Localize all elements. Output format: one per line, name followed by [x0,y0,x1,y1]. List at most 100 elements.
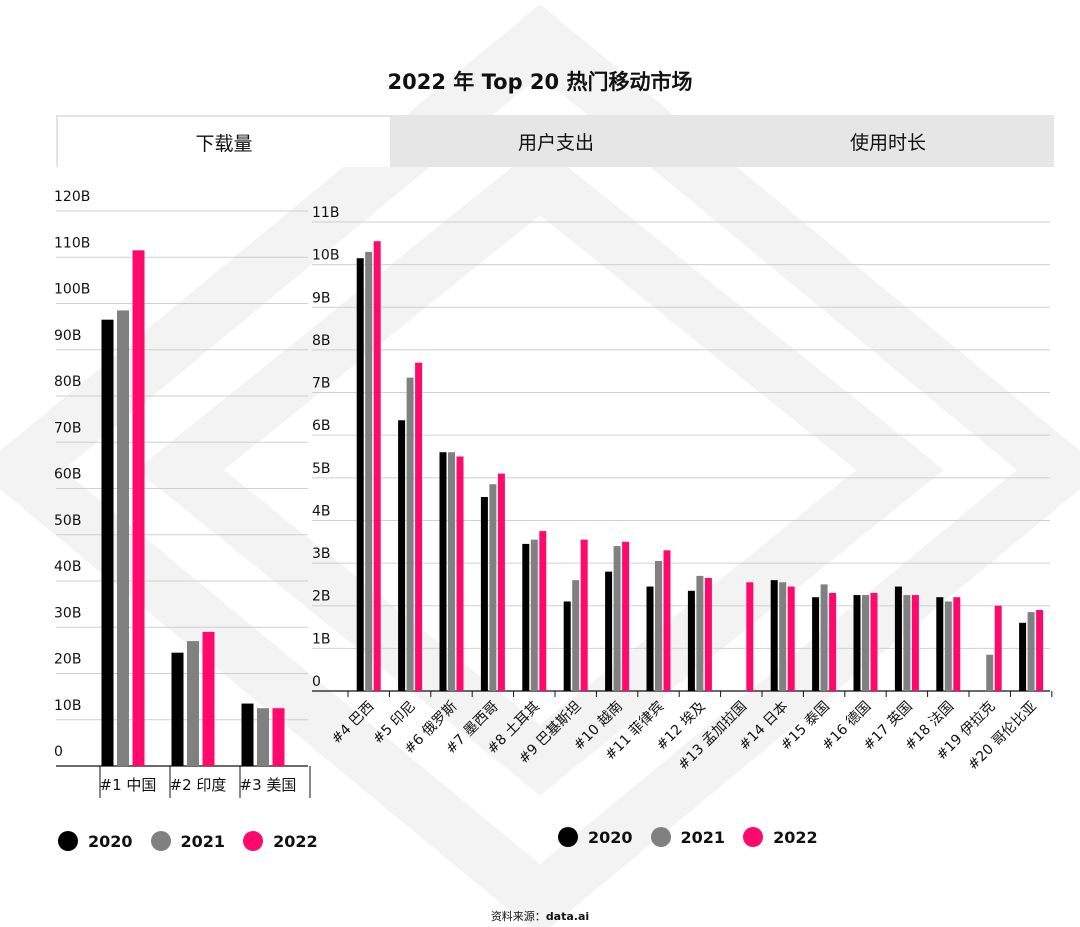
y-tick-label: 9B [312,290,331,306]
x-tick-label: #3 美国 [240,776,297,794]
source-label: 资料来源： [490,910,546,923]
bar-2020 [522,543,530,691]
bar-2022 [497,473,505,691]
bar-2021 [572,580,580,691]
tab-downloads[interactable]: 下载量 [56,115,390,167]
y-tick-label: 0 [54,744,63,760]
y-tick-label: 11B [312,205,339,221]
bar-2020 [398,420,406,691]
y-tick-label: 40B [54,559,81,575]
bar-2022 [132,250,145,766]
bar-2020 [241,703,254,766]
y-tick-label: 80B [54,374,81,390]
y-tick-label: 100B [54,282,90,298]
legend-dot-2022 [243,831,264,851]
bar-2022 [911,595,919,691]
bar-2020 [894,586,902,691]
bar-2022 [704,578,712,691]
legend-dot-2021 [150,831,171,851]
bar-2020 [439,452,447,691]
legend-label-2022: 2022 [273,831,318,851]
source-note: 资料来源：data.ai [0,908,1080,924]
bar-2022 [1036,609,1044,691]
bar-2021 [696,575,704,691]
y-tick-label: 50B [54,513,81,529]
bar-2021 [489,484,497,691]
bar-2021 [365,251,373,691]
tab-usage-time[interactable]: 使用时长 [722,115,1054,167]
legend-item-2020: 2020 [58,831,133,851]
bar-2021 [779,582,787,691]
bar-2020 [563,601,571,691]
bar-2021 [257,708,269,766]
y-tick-label: 3B [312,546,331,562]
bar-2020 [812,597,820,691]
bar-2022 [829,592,837,691]
bar-2022 [663,550,671,691]
bar-2022 [994,605,1002,691]
tab-user-spending[interactable]: 用户支出 [390,115,722,167]
legend-dot-2020 [58,831,78,851]
y-tick-label: 2B [312,589,331,605]
bar-2021 [655,560,662,691]
y-tick-label: 5B [312,461,331,477]
x-tick-label: #4 巴西 [329,699,378,748]
bar-2021 [448,452,455,691]
y-tick-label: 120B [54,189,90,205]
y-tick-label: 90B [54,328,81,344]
bar-2022 [787,586,795,691]
y-tick-label: 10B [54,698,81,714]
legend-label-2021: 2021 [180,831,226,851]
bar-2020 [356,258,364,691]
bar-2021 [944,601,952,691]
bar-2021 [613,546,621,691]
bar-2021 [530,539,538,691]
y-tick-label: 8B [312,333,331,349]
bar-2021 [117,310,129,766]
legend-item-2022: 2022 [243,831,318,851]
y-tick-label: 10B [312,248,339,264]
legend-label-2022: 2022 [773,827,818,847]
y-tick-label: 20B [54,652,81,668]
bar-2021 [187,641,199,766]
bar-2020 [687,590,695,691]
legend-dot-2021 [650,827,671,847]
bar-2021 [406,377,414,691]
y-tick-label: 1B [312,631,331,647]
bar-2021 [903,595,911,691]
bar-2022 [373,241,381,691]
x-tick-label: #1 中国 [100,776,157,794]
bar-2022 [456,456,464,691]
y-tick-label: 70B [54,420,81,436]
y-tick-label: 30B [54,605,81,621]
bar-2021 [1027,612,1035,691]
legend-dot-2020 [558,827,578,847]
legend-dot-2022 [743,827,764,847]
bar-2022 [415,362,423,691]
y-tick-label: 60B [54,467,81,483]
page-title: 2022 年 Top 20 热门移动市场 [387,70,693,94]
legend-label-2020: 2020 [88,831,133,851]
y-tick-label: 4B [312,503,331,519]
legend-item-2022: 2022 [743,827,818,847]
bar-2022 [202,631,215,766]
bar-2020 [101,319,114,766]
y-tick-label: 7B [312,376,331,392]
bar-2020 [853,595,861,691]
legend-left: 2020 2021 2022 [58,831,336,851]
legend-item-2020: 2020 [558,827,633,847]
bar-2020 [770,580,778,691]
bar-2022 [272,708,285,766]
bar-2020 [1019,622,1027,691]
bar-2021 [986,654,994,691]
bar-2020 [480,497,488,691]
bar-2022 [870,592,878,691]
bar-2022 [539,531,547,691]
legend-item-2021: 2021 [150,831,226,851]
y-tick-label: 110B [54,235,90,251]
bar-2022 [580,539,588,691]
bar-2020 [605,571,613,691]
y-tick-label: 0 [312,674,321,690]
